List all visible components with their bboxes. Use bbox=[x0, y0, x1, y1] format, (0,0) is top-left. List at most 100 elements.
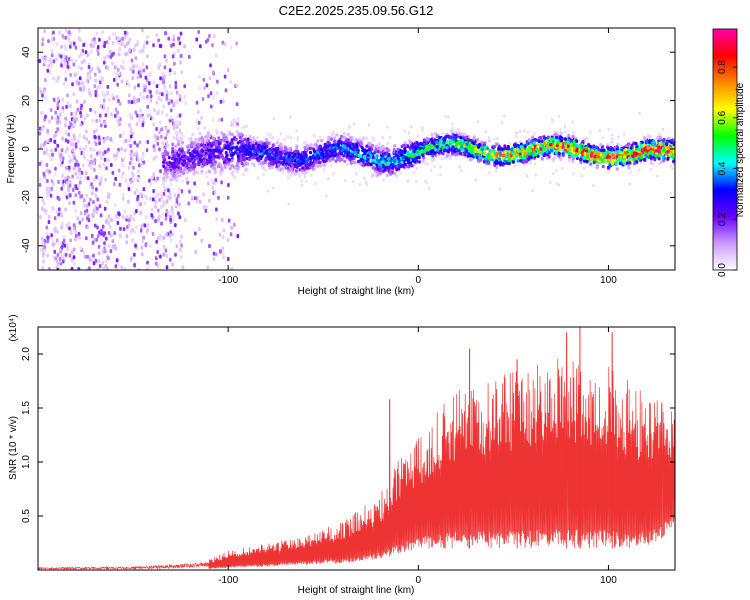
spectrogram-cell bbox=[222, 99, 225, 104]
spectrogram-cell bbox=[212, 141, 216, 145]
spectrogram-cell bbox=[98, 164, 101, 169]
spectrogram-cell bbox=[575, 139, 579, 143]
spectrogram-cell bbox=[61, 109, 64, 114]
spectrogram-cell bbox=[168, 84, 172, 89]
spectrogram-cell bbox=[433, 132, 437, 136]
spectrogram-cell bbox=[108, 97, 111, 102]
spectrogram-cell bbox=[74, 184, 78, 189]
spectrogram-cell bbox=[100, 176, 103, 181]
spectrogram-cell bbox=[638, 168, 641, 172]
spectrogram-cell bbox=[343, 159, 347, 163]
spectrogram-cell bbox=[129, 180, 133, 185]
spectrogram-cell bbox=[59, 54, 63, 59]
spectrogram-cell bbox=[279, 152, 283, 157]
spectrogram-cell bbox=[175, 162, 179, 167]
spectrogram-cell bbox=[127, 41, 130, 46]
spectrogram-cell bbox=[148, 244, 152, 249]
spectrogram-cell bbox=[127, 82, 131, 87]
spectrogram-cell bbox=[305, 165, 309, 170]
spectrogram-cell bbox=[40, 236, 44, 241]
spectrogram-cell bbox=[575, 149, 579, 153]
spectrogram-cell bbox=[287, 147, 291, 152]
chart-title: C2E2.2025.235.09.56.G12 bbox=[279, 3, 434, 18]
spectrogram-cell bbox=[307, 150, 310, 154]
spectrogram-cell bbox=[56, 143, 59, 148]
spectrogram-cell bbox=[73, 73, 77, 78]
spectrogram-cell bbox=[176, 135, 180, 140]
spectrogram-cell bbox=[208, 76, 212, 81]
spectrogram-cell bbox=[182, 168, 186, 173]
spectrogram-cell bbox=[198, 131, 202, 135]
spectrogram-cell bbox=[163, 245, 167, 250]
spectrogram-cell bbox=[76, 71, 79, 76]
spectrogram-cell bbox=[78, 28, 81, 33]
spectrogram-cell bbox=[42, 201, 46, 206]
spectrogram-cell bbox=[64, 252, 68, 257]
spectrogram-cell bbox=[102, 232, 105, 237]
spectrogram-cell bbox=[221, 40, 225, 45]
spectrogram-cell bbox=[172, 217, 175, 222]
spectrogram-cell bbox=[551, 120, 554, 124]
spectrogram-cell bbox=[64, 69, 68, 74]
spectrogram-cell bbox=[165, 161, 169, 165]
spectrogram-cell bbox=[442, 148, 446, 153]
spectrogram-cell bbox=[271, 165, 275, 170]
spectrogram-cell bbox=[523, 129, 526, 133]
spectrogram-cell bbox=[141, 28, 144, 33]
spectrogram-cell bbox=[104, 236, 108, 241]
spectrogram-cell bbox=[69, 72, 72, 77]
spectrogram-cell bbox=[133, 85, 137, 90]
spectrogram-cell bbox=[78, 171, 81, 176]
spectrogram-cell bbox=[629, 171, 632, 175]
spectrogram-cell bbox=[67, 34, 70, 39]
spectrogram-cell bbox=[220, 117, 224, 122]
spectrogram-cell bbox=[46, 231, 49, 236]
spectrogram-cell bbox=[132, 69, 135, 74]
spectrogram-cell bbox=[72, 255, 76, 260]
spectrogram-cell bbox=[146, 267, 149, 270]
spectrogram-cell bbox=[627, 142, 631, 146]
spectrogram-cell bbox=[116, 220, 120, 225]
spectrogram-cell bbox=[79, 211, 83, 216]
spectrogram-cell bbox=[38, 161, 42, 166]
spectrogram-cell bbox=[237, 133, 241, 137]
spectrogram-cell bbox=[552, 144, 556, 149]
spectrogram-cell bbox=[508, 142, 511, 146]
spectrogram-cell bbox=[427, 187, 431, 191]
spectrogram-cell bbox=[110, 162, 113, 167]
spectrogram-cell bbox=[72, 152, 76, 157]
spectrogram-cell bbox=[82, 85, 86, 90]
spectrogram-cell bbox=[106, 54, 110, 59]
spectrogram-cell bbox=[129, 156, 133, 161]
spectrogram-cell bbox=[170, 99, 174, 104]
spectrogram-cell bbox=[67, 175, 70, 180]
spectrogram-cell bbox=[568, 155, 572, 159]
spectrogram-cell bbox=[256, 136, 259, 140]
spectrogram-cell bbox=[221, 147, 225, 152]
spectrogram-cell bbox=[515, 135, 518, 139]
spectrogram-cell bbox=[309, 143, 313, 147]
spectrogram-cell bbox=[79, 87, 82, 92]
spectrogram-cell bbox=[200, 115, 203, 120]
spectrogram-cell bbox=[572, 151, 576, 155]
spectrogram-cell bbox=[572, 172, 575, 176]
spectrogram-cell bbox=[236, 141, 240, 145]
spectrogram-cell bbox=[135, 64, 139, 69]
spectrogram-cell bbox=[77, 266, 80, 270]
spectrogram-cell bbox=[99, 104, 103, 109]
spectrogram-cell bbox=[197, 160, 201, 164]
spectrogram-cell bbox=[228, 132, 232, 136]
spectrogram-cell bbox=[74, 229, 78, 234]
spectrogram-cell bbox=[52, 239, 55, 244]
spectrogram-cell bbox=[407, 131, 411, 135]
spectrogram-cell bbox=[178, 190, 182, 194]
spectrogram-cell bbox=[201, 97, 205, 102]
spectrogram-cell bbox=[218, 249, 222, 254]
spectrogram-cell bbox=[68, 253, 72, 258]
spectrogram-cell bbox=[163, 54, 167, 59]
spectrogram-cell bbox=[145, 196, 148, 201]
spectrogram-cell bbox=[417, 155, 421, 160]
spectrogram-cell bbox=[163, 171, 167, 175]
spectrogram-cell bbox=[174, 203, 177, 208]
